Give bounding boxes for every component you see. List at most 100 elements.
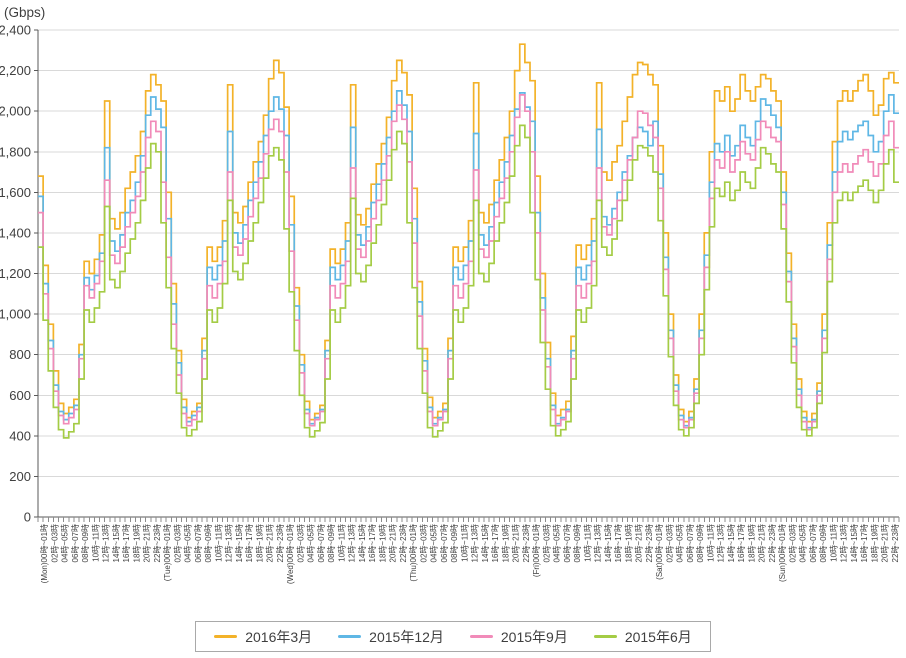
y-tick-label: 1,400	[0, 225, 31, 240]
x-tick-label: 02時~03時	[50, 524, 59, 562]
y-axis-unit-label: (Gbps)	[4, 5, 46, 20]
legend-item-0: 2016年3月	[214, 630, 312, 644]
series-lines	[38, 43, 899, 439]
legend-item-3: 2015年6月	[593, 628, 692, 645]
x-tick-label: 16時~17時	[614, 524, 623, 562]
x-tick-label: 22時~23時	[153, 524, 162, 562]
x-tick-label: 08時~09時	[327, 524, 336, 562]
x-tick-label: 18時~19時	[501, 524, 510, 562]
x-tick-label: 08時~09時	[696, 524, 705, 562]
y-tick-label: 2,400	[0, 23, 31, 38]
legend-swatch-line	[469, 635, 493, 638]
legend-swatch-line	[214, 635, 238, 638]
legend-swatch-line	[593, 635, 617, 638]
y-gridlines	[38, 29, 899, 477]
x-tick-label: 18時~19時	[255, 524, 264, 562]
x-tick-label: (Sun)00時~01時	[778, 524, 787, 582]
x-tick-label: 14時~15時	[481, 524, 490, 562]
x-tick-label: 18時~19時	[378, 524, 387, 562]
x-tick-label: (Tue)00時~01時	[163, 524, 172, 581]
x-tick-label: 02時~03時	[296, 524, 305, 562]
legend-label: 2016年3月	[245, 628, 313, 645]
legend-item-2: 2015年9月	[469, 628, 568, 645]
legend-swatch-line	[338, 635, 362, 638]
series-line-1	[38, 90, 899, 429]
x-tick-label: 14時~15時	[112, 524, 121, 562]
x-tick-label: (Fri)00時~01時	[532, 524, 541, 577]
x-tick-label: 16時~17時	[245, 524, 254, 562]
x-tick-labels: (Mon)00時~01時 02時~03時 04時~05時 06時~07時 08時~09時…	[40, 524, 900, 584]
x-tick-label: 18時~19時	[624, 524, 633, 562]
x-tick-label: 12時~13時	[717, 524, 726, 562]
x-tick-label: (Wed)00時~01時	[286, 524, 295, 584]
x-tick-label: 02時~03時	[542, 524, 551, 562]
y-tick-label: 0	[24, 510, 31, 525]
x-tick-label: 06時~07時	[194, 524, 203, 562]
y-tick-label: 2,000	[0, 104, 31, 119]
y-tick-label: 200	[9, 469, 31, 484]
x-tick-label: 12時~13時	[225, 524, 234, 562]
x-tick-label: 08時~09時	[450, 524, 459, 562]
x-tick-label: 22時~23時	[645, 524, 654, 562]
y-tick-label: 1,200	[0, 266, 31, 281]
x-tick-label: 16時~17時	[122, 524, 131, 562]
y-tick-label: 800	[9, 347, 31, 362]
x-tick-label: 16時~17時	[737, 524, 746, 562]
legend-item-1: 2015年12月	[338, 630, 444, 644]
x-tick-label: 04時~05時	[184, 524, 193, 562]
y-tick-label: 600	[9, 388, 31, 403]
x-tick-label: 04時~05時	[307, 524, 316, 562]
legend-label: 2015年9月	[500, 628, 568, 645]
x-tick-label: 22時~23時	[768, 524, 777, 562]
x-tick-label: 02時~03時	[788, 524, 797, 562]
x-axis	[37, 516, 900, 522]
x-tick-label: 20時~21時	[512, 524, 521, 562]
series-line-3	[38, 124, 899, 439]
legend-label: 2015年6月	[624, 628, 692, 645]
x-tick-label: 20時~21時	[143, 524, 152, 562]
x-tick-label: 16時~17時	[491, 524, 500, 562]
x-tick-label: 06時~07時	[71, 524, 80, 562]
legend-label: 2015年12月	[369, 628, 444, 645]
x-tick-label: 20時~21時	[266, 524, 275, 562]
x-tick-label: 22時~23時	[522, 524, 531, 562]
x-tick-label: 12時~13時	[471, 524, 480, 562]
x-tick-label: 16時~17時	[860, 524, 869, 562]
x-tick-label: 20時~21時	[881, 524, 890, 562]
x-tick-label: 18時~19時	[132, 524, 141, 562]
legend-box: 2016年3月 2015年12月 2015年9月 2015年6月	[195, 621, 711, 652]
x-tick-label: 10時~11時	[214, 524, 223, 562]
x-tick-label: 10時~11時	[706, 524, 715, 562]
x-tick-label: (Thu)00時~01時	[409, 524, 418, 582]
x-tick-label: 10時~11時	[583, 524, 592, 562]
x-tick-label: 12時~13時	[594, 524, 603, 562]
y-axis	[34, 29, 39, 518]
x-tick-label: 04時~05時	[430, 524, 439, 562]
x-tick-label: 02時~03時	[665, 524, 674, 562]
y-tick-label: 2,200	[0, 63, 31, 78]
y-tick-label: 400	[9, 428, 31, 443]
x-tick-label: 06時~07時	[440, 524, 449, 562]
x-tick-label: 10時~11時	[91, 524, 100, 562]
x-tick-label: 20時~21時	[758, 524, 767, 562]
x-tick-label: 14時~15時	[727, 524, 736, 562]
x-tick-label: (Mon)00時~01時	[40, 524, 49, 583]
y-tick-label: 1,600	[0, 185, 31, 200]
y-tick-labels: 0 200 400 600 800 1,000 1,200 1,400 1,600 1,800 2,…	[0, 23, 31, 525]
y-tick-label: 1,000	[0, 307, 31, 322]
x-tick-label: 16時~17時	[368, 524, 377, 562]
x-tick-label: 04時~05時	[799, 524, 808, 562]
x-tick-label: 18時~19時	[870, 524, 879, 562]
x-tick-label: 22時~23時	[891, 524, 900, 562]
x-tick-label: 06時~07時	[563, 524, 572, 562]
x-tick-label: 22時~23時	[399, 524, 408, 562]
x-tick-label: 14時~15時	[358, 524, 367, 562]
x-tick-label: 18時~19時	[747, 524, 756, 562]
x-tick-label: 22時~23時	[276, 524, 285, 562]
x-tick-label: 12時~13時	[102, 524, 111, 562]
x-tick-label: 10時~11時	[337, 524, 346, 562]
x-tick-label: 04時~05時	[553, 524, 562, 562]
x-tick-label: (Sat)00時~01時	[655, 524, 664, 580]
x-tick-label: 20時~21時	[389, 524, 398, 562]
